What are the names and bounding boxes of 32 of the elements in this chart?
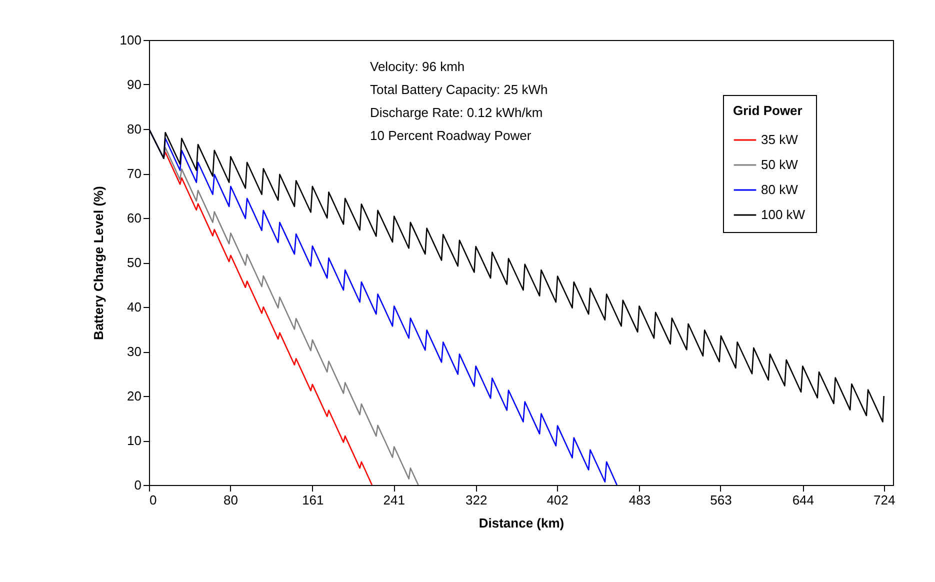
annotation: Velocity: 96 kmh (370, 59, 465, 74)
y-tick-label: 30 (127, 344, 142, 359)
x-tick-label: 483 (628, 492, 651, 508)
annotation: Discharge Rate: 0.12 kWh/km (370, 105, 543, 120)
y-axis-title: Battery Charge Level (%) (90, 186, 106, 340)
legend-label: 100 kW (761, 207, 806, 222)
x-tick-label: 241 (383, 492, 405, 508)
legend-title: Grid Power (733, 103, 802, 118)
y-tick-label: 90 (127, 77, 142, 92)
x-tick-label: 402 (546, 492, 568, 508)
y-tick-label: 50 (127, 255, 142, 270)
x-tick-label: 563 (710, 492, 732, 508)
y-tick-label: 40 (127, 300, 142, 314)
x-tick-label: 80 (223, 492, 238, 508)
x-tick-label: 644 (792, 492, 814, 508)
annotation: Total Battery Capacity: 25 kWh (370, 82, 548, 97)
y-tick-label: 70 (127, 166, 142, 181)
x-tick-label: 724 (874, 492, 896, 508)
x-tick-label: 322 (465, 492, 488, 508)
y-tick-label: 100 (120, 32, 142, 48)
y-tick-label: 20 (127, 388, 142, 404)
annotation: 10 Percent Roadway Power (370, 128, 532, 143)
x-tick-label: 0 (150, 492, 157, 508)
legend-label: 35 kW (761, 132, 799, 147)
x-axis-title: Distance (km) (478, 516, 564, 530)
y-tick-label: 80 (127, 122, 142, 136)
y-tick-label: 60 (127, 210, 142, 226)
legend-label: 50 kW (761, 157, 799, 172)
x-tick-label: 161 (302, 492, 324, 508)
y-tick-label: 10 (127, 433, 142, 448)
y-tick-label: 0 (134, 478, 142, 492)
legend-label: 80 kW (761, 182, 799, 197)
